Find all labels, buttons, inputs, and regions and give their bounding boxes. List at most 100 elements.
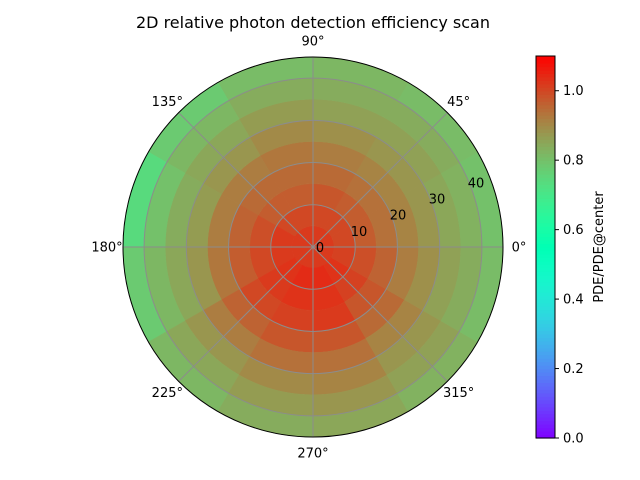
colorbar-segment: [536, 375, 555, 380]
colorbar-segment: [536, 101, 555, 106]
colorbar-segment: [536, 215, 555, 220]
colorbar-segment: [536, 201, 555, 206]
colorbar-segment: [536, 385, 555, 390]
colorbar-segment: [536, 358, 555, 363]
radial-tick-label: 30: [429, 193, 446, 208]
colorbar-segment: [536, 337, 555, 342]
colorbar-segment: [536, 149, 555, 154]
colorbar-segment: [536, 62, 555, 68]
colorbar-segment: [536, 90, 555, 95]
angle-tick-label: 180°: [91, 241, 122, 256]
colorbar-segment: [536, 288, 555, 293]
colorbar-segment: [536, 229, 555, 234]
colorbar-segment: [536, 354, 555, 359]
radial-tick-label: 0: [316, 241, 324, 256]
colorbar-segment: [536, 125, 555, 130]
colorbar-segment: [536, 319, 555, 324]
colorbar-segment: [536, 264, 555, 269]
angular-grid-line: [312, 246, 448, 382]
colorbar-segment: [536, 115, 555, 120]
colorbar-segment: [536, 399, 555, 404]
colorbar-segment: [536, 340, 555, 345]
colorbar-segment: [536, 56, 555, 61]
colorbar-segment: [536, 420, 555, 425]
angle-tick-label: 225°: [152, 386, 183, 401]
colorbar-segment: [536, 146, 555, 151]
colorbar-segment: [536, 253, 555, 259]
colorbar-segment: [536, 194, 555, 199]
colorbar-segment: [536, 257, 555, 262]
colorbar-segment: [536, 434, 555, 439]
colorbar-segment: [536, 205, 555, 210]
angle-tick-label: 270°: [297, 447, 328, 462]
colorbar-segment: [536, 104, 555, 109]
colorbar-segment: [536, 94, 555, 99]
colorbar-segment: [536, 372, 555, 377]
colorbar-tick-label: 0.2: [563, 362, 584, 377]
colorbar-segment: [536, 361, 555, 366]
colorbar-segment: [536, 281, 555, 286]
colorbar-segment: [536, 226, 555, 231]
colorbar-segment: [536, 219, 555, 224]
colorbar-segment: [536, 306, 555, 311]
colorbar-segment: [536, 267, 555, 272]
angular-grid-line: [178, 246, 314, 382]
colorbar-segment: [536, 240, 555, 245]
colorbar-segment: [536, 295, 555, 300]
colorbar-tick-label: 0.4: [563, 293, 584, 308]
colorbar-segment: [536, 135, 555, 140]
colorbar-segment: [536, 271, 555, 276]
colorbar-segment: [536, 191, 555, 196]
colorbar-segment: [536, 83, 555, 88]
colorbar-segment: [536, 365, 555, 370]
colorbar-segment: [536, 87, 555, 92]
colorbar-segment: [536, 198, 555, 203]
angle-tick-label: 45°: [447, 95, 470, 110]
radial-tick-label: 10: [351, 225, 368, 240]
angular-grid-line: [178, 112, 314, 248]
colorbar-segment: [536, 406, 555, 411]
colorbar-segment: [536, 285, 555, 290]
colorbar-segment: [536, 132, 555, 137]
colorbar-segment: [536, 233, 555, 238]
angle-tick-label: 0°: [512, 241, 527, 256]
colorbar-label: PDE/PDE@center: [592, 191, 607, 303]
angle-tick-labels: 0° 45° 90° 135° 180° 225° 270° 315°: [91, 35, 526, 462]
colorbar-tick-label: 0.8: [563, 154, 584, 169]
colorbar-segment: [536, 59, 555, 64]
colorbar-segment: [536, 121, 555, 127]
colorbar-segment: [536, 312, 555, 318]
colorbar-segment: [536, 260, 555, 265]
colorbar-segment: [536, 139, 555, 144]
colorbar-segment: [536, 111, 555, 116]
colorbar-segment: [536, 378, 555, 384]
colorbar-segment: [536, 292, 555, 297]
colorbar-segment: [536, 243, 555, 248]
colorbar-segment: [536, 403, 555, 408]
colorbar-segment: [536, 170, 555, 175]
colorbar-segment: [536, 236, 555, 241]
colorbar-segment: [536, 76, 555, 81]
colorbar-segment: [536, 333, 555, 338]
colorbar-segment: [536, 66, 555, 71]
colorbar-segment: [536, 187, 555, 193]
colorbar-segment: [536, 184, 555, 189]
colorbar-frame: [535, 55, 556, 439]
colorbar-segment: [536, 69, 555, 74]
polar-grid: [123, 57, 503, 437]
colorbar: 0.0 0.2 0.4 0.6 0.8 1.0 PDE/PDE@center: [535, 55, 607, 447]
colorbar-segment: [536, 326, 555, 331]
radial-tick-labels: 0 10 20 30 40: [316, 176, 484, 256]
colorbar-segment: [536, 392, 555, 397]
colorbar-tick-label: 0.6: [563, 223, 584, 238]
radial-tick-label: 20: [390, 209, 407, 224]
colorbar-segment: [536, 80, 555, 85]
colorbar-segment: [536, 299, 555, 304]
colorbar-segment: [536, 167, 555, 172]
radial-tick-label: 40: [468, 176, 485, 191]
colorbar-segment: [536, 128, 555, 133]
colorbar-segment: [536, 309, 555, 314]
colorbar-segment: [536, 174, 555, 179]
colorbar-segment: [536, 222, 555, 227]
